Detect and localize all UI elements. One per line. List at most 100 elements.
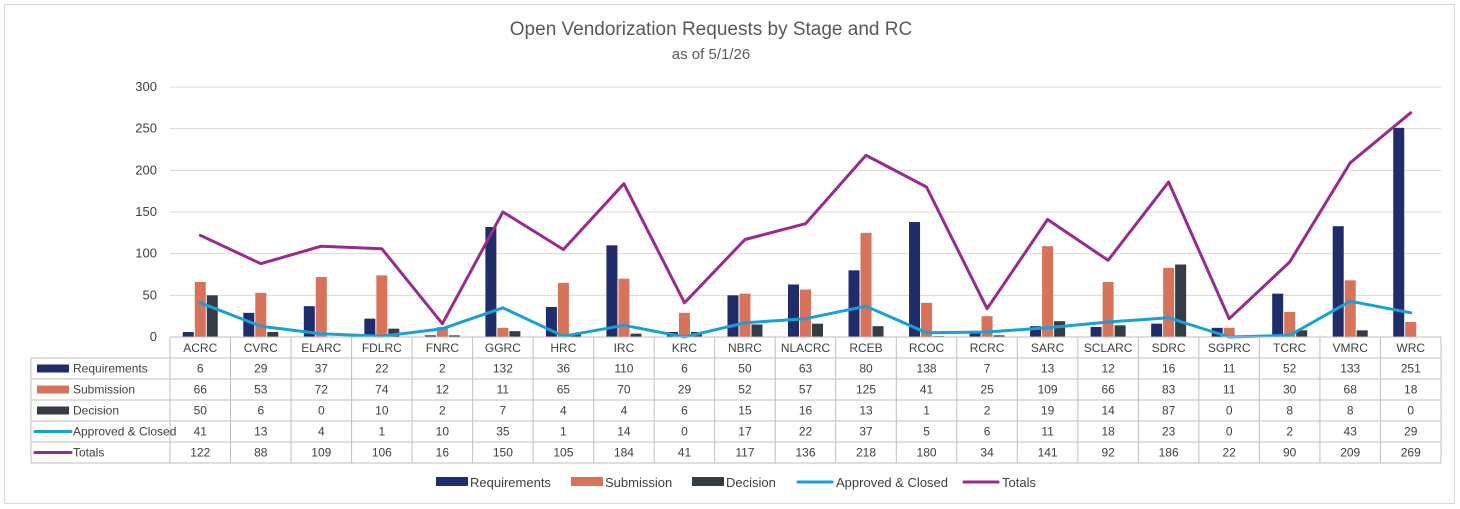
table-cell: 41 bbox=[920, 383, 934, 397]
category-label: ELARC bbox=[301, 341, 341, 355]
bar-decision-irc bbox=[630, 333, 642, 337]
data-table: ACRC CVRC ELARC FDLRC FNRC GGRC HRC IRC KRC NBRC N… bbox=[30, 336, 1442, 464]
table-cell: 109 bbox=[1038, 383, 1058, 397]
table-cell: 125 bbox=[856, 383, 876, 397]
table-cell: 2 bbox=[439, 362, 446, 376]
table-cell: 141 bbox=[1038, 446, 1058, 460]
table-cell: 110 bbox=[614, 362, 633, 376]
y-tick-label: 0 bbox=[150, 329, 157, 344]
table-cell: 16 bbox=[1162, 362, 1176, 376]
bar-requirements-vmrc bbox=[1332, 226, 1344, 337]
table-cell: 53 bbox=[254, 383, 268, 397]
table-cell: 14 bbox=[1101, 404, 1115, 418]
table-cell: 25 bbox=[980, 383, 994, 397]
table-row-label: Approved & Closed bbox=[73, 425, 176, 439]
table-cell: 80 bbox=[859, 362, 873, 376]
bar-submission-fnrc bbox=[436, 327, 448, 337]
table-cell: 43 bbox=[1344, 425, 1358, 439]
table-cell: 65 bbox=[557, 383, 571, 397]
table-cell: 180 bbox=[917, 446, 937, 460]
bar-decision-cvrc bbox=[267, 332, 279, 337]
bar-submission-cvrc bbox=[255, 292, 267, 337]
table-cell: 1 bbox=[560, 425, 567, 439]
bar-submission-sgprc bbox=[1223, 327, 1235, 337]
category-label: ACRC bbox=[183, 341, 217, 355]
category-label: HRC bbox=[550, 341, 576, 355]
legend-label: Submission bbox=[605, 475, 672, 490]
table-cell: 106 bbox=[372, 446, 392, 460]
category-label: VMRC bbox=[1333, 341, 1369, 355]
category-label: TCRC bbox=[1273, 341, 1307, 355]
table-cell: 10 bbox=[375, 404, 389, 418]
table-cell: 132 bbox=[493, 362, 513, 376]
bar-requirements-acrc bbox=[182, 332, 194, 337]
bar-submission-vmrc bbox=[1344, 280, 1356, 337]
table-cell: 6 bbox=[197, 362, 204, 376]
table-cell: 1 bbox=[378, 425, 385, 439]
table-cell: 7 bbox=[984, 362, 991, 376]
table-cell: 50 bbox=[194, 404, 208, 418]
table-cell: 57 bbox=[799, 383, 813, 397]
table-cell: 5 bbox=[923, 425, 930, 439]
table-cell: 23 bbox=[1162, 425, 1176, 439]
y-tick-label: 150 bbox=[135, 204, 157, 219]
table-key-swatch bbox=[37, 406, 69, 415]
table-cell: 29 bbox=[678, 383, 692, 397]
table-cell: 30 bbox=[1283, 383, 1297, 397]
bar-submission-rcoc bbox=[921, 302, 933, 337]
bar-decision-acrc bbox=[206, 295, 218, 337]
table-cell: 19 bbox=[1041, 404, 1055, 418]
y-tick-label: 100 bbox=[135, 246, 157, 261]
table-cell: 37 bbox=[859, 425, 873, 439]
bar-decision-sclarc bbox=[1114, 325, 1126, 337]
lines bbox=[198, 111, 1413, 339]
table-cell: 74 bbox=[375, 383, 389, 397]
legend-label: Approved & Closed bbox=[836, 475, 948, 490]
bar-decision-rcrc bbox=[993, 335, 1005, 337]
bar-submission-ggrc bbox=[497, 327, 509, 337]
chart-title: Open Vendorization Requests by Stage and… bbox=[510, 19, 912, 40]
table-cell: 29 bbox=[1404, 425, 1418, 439]
category-label: CVRC bbox=[244, 341, 278, 355]
category-label: RCEB bbox=[849, 341, 882, 355]
table-cell: 22 bbox=[799, 425, 813, 439]
bar-requirements-rcoc bbox=[909, 222, 921, 337]
table-cell: 22 bbox=[375, 362, 389, 376]
category-label: SGPRC bbox=[1208, 341, 1251, 355]
category-label: NLACRC bbox=[781, 341, 831, 355]
bar-requirements-nlacrc bbox=[788, 284, 799, 337]
table-cell: 10 bbox=[436, 425, 450, 439]
table-cell: 105 bbox=[553, 446, 573, 460]
table-cell: 6 bbox=[681, 362, 688, 376]
bar-submission-sdrc bbox=[1163, 267, 1175, 337]
category-label: FNRC bbox=[426, 341, 460, 355]
bars bbox=[182, 127, 1417, 337]
category-label: RCRC bbox=[970, 341, 1005, 355]
table-cell: 22 bbox=[1222, 446, 1236, 460]
table-cell: 14 bbox=[617, 425, 631, 439]
bar-requirements-irc bbox=[606, 245, 618, 337]
table-cell: 0 bbox=[1407, 404, 1414, 418]
table-cell: 186 bbox=[1159, 446, 1179, 460]
table-cell: 34 bbox=[980, 446, 994, 460]
table-cell: 36 bbox=[557, 362, 571, 376]
bar-requirements-rcrc bbox=[969, 331, 981, 337]
line-approved-closed bbox=[198, 299, 1413, 339]
bar-requirements-rceb bbox=[848, 270, 860, 337]
bar-submission-sclarc bbox=[1102, 282, 1114, 337]
bar-requirements-sarc bbox=[1030, 326, 1042, 337]
chart-svg: Open Vendorization Requests by Stage and… bbox=[30, 19, 1442, 490]
table-cell: 136 bbox=[795, 446, 815, 460]
table-cell: 109 bbox=[311, 446, 331, 460]
table-cell: 4 bbox=[621, 404, 628, 418]
table-cell: 29 bbox=[254, 362, 268, 376]
table-cell: 0 bbox=[318, 404, 325, 418]
table-cell: 41 bbox=[194, 425, 208, 439]
category-label: IRC bbox=[614, 341, 635, 355]
table-cell: 209 bbox=[1340, 446, 1360, 460]
table-cell: 13 bbox=[859, 404, 873, 418]
table-cell: 12 bbox=[1101, 362, 1115, 376]
table-cell: 138 bbox=[917, 362, 937, 376]
bar-decision-sarc bbox=[1054, 321, 1066, 337]
table-cell: 11 bbox=[1041, 425, 1054, 439]
